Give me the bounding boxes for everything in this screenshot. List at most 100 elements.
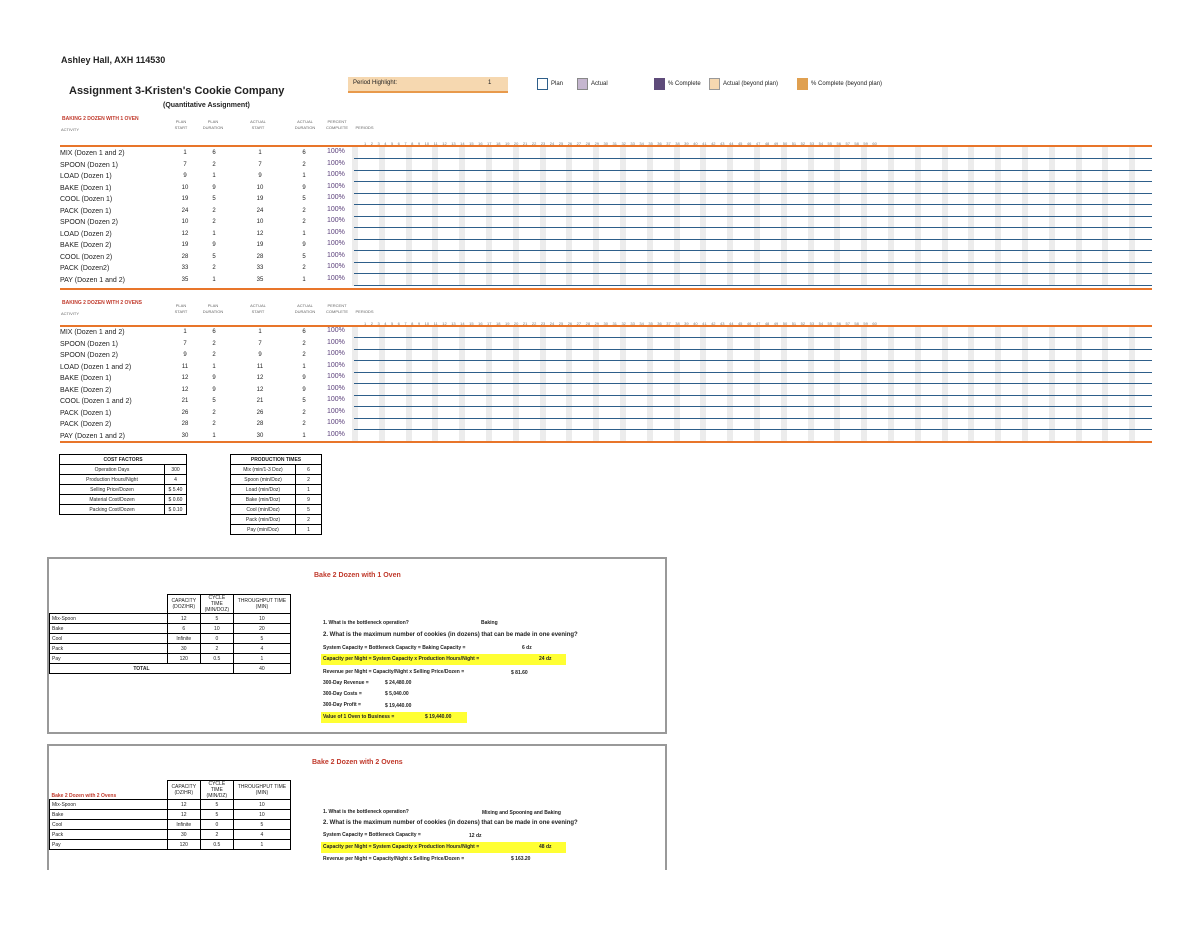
period-column-stripe [700, 327, 707, 442]
task-percent-complete: 100% [327, 407, 345, 415]
panel2-col-cycle: CYCLE TIME (MIN/DZ) [199, 780, 234, 800]
section2-task-row[interactable]: MIX (Dozen 1 and 2) 1 6 1 6 100% [60, 327, 1152, 340]
section1-task-row[interactable]: SPOON (Dozen 1) 7 2 7 2 100% [60, 160, 1152, 173]
operation-name: Pack [49, 829, 168, 840]
period-column-stripe [486, 327, 492, 442]
task-as: 33 [256, 265, 264, 271]
section2-task-row[interactable]: SPOON (Dozen 2) 9 2 9 2 100% [60, 350, 1152, 363]
section2-task-row[interactable]: PACK (Dozen 1) 26 2 26 2 100% [60, 407, 1152, 421]
period-column-stripe [995, 327, 1002, 442]
task-as: 10 [256, 219, 264, 225]
task-ad: 1 [302, 173, 306, 179]
panel1-capacity-row: Mix-Spoon 12 5 10 [49, 613, 292, 624]
section2-task-row[interactable]: LOAD (Dozen 1 and 2) 11 1 11 1 100% [60, 361, 1152, 375]
legend-plan-swatch [537, 78, 548, 90]
period-column-stripe [780, 147, 787, 286]
section1-task-row[interactable]: BAKE (Dozen 1) 10 9 10 9 100% [60, 183, 1152, 196]
task-name: SPOON (Dozen 1) [60, 340, 118, 348]
section1-task-row[interactable]: MIX (Dozen 1 and 2) 1 6 1 6 100% [60, 148, 1152, 161]
section2-task-row[interactable]: SPOON (Dozen 1) 7 2 7 2 100% [60, 339, 1152, 352]
task-as: 11 [256, 363, 264, 370]
task-as: 30 [256, 432, 264, 439]
task-percent-complete: 100% [327, 171, 345, 178]
section1-task-row[interactable]: PAY (Dozen 1 and 2) 35 1 35 1 100% [60, 275, 1152, 288]
panel1-capacity-row: Pay 120 0.5 1 [49, 653, 292, 664]
task-pd: 1 [212, 276, 216, 283]
section1-task-row[interactable]: SPOON (Dozen 2) 10 2 10 2 100% [60, 217, 1152, 230]
operation-cap: 30 [166, 643, 201, 654]
section1-task-row[interactable]: COOL (Dozen 2) 28 5 28 5 100% [60, 252, 1152, 265]
panel1-rev-300-value: $ 24,480.00 [385, 680, 412, 686]
section1-header-rule [60, 145, 1152, 147]
task-percent-complete: 100% [327, 217, 345, 224]
task-as: 26 [256, 409, 264, 416]
period-column-stripe [539, 147, 546, 286]
operation-name: Bake [49, 809, 168, 820]
section2-task-row[interactable]: PACK (Dozen 2) 28 2 28 2 100% [60, 419, 1152, 432]
task-pd: 1 [212, 230, 216, 237]
section2-task-row[interactable]: BAKE (Dozen 1) 12 9 12 9 100% [60, 373, 1152, 386]
production_times-label: Pay (min/Doz) [230, 524, 296, 535]
section1-task-row[interactable]: COOL (Dozen 1) 19 5 19 5 100% [60, 194, 1152, 207]
task-name: SPOON (Dozen 2) [60, 219, 118, 226]
production_times-value: 9 [295, 494, 322, 505]
period-highlight-label: Period Highlight: [353, 80, 398, 86]
period-column-stripe [941, 147, 948, 286]
task-name: MIX (Dozen 1 and 2) [60, 150, 125, 157]
section1-task-row[interactable]: BAKE (Dozen 2) 19 9 19 9 100% [60, 240, 1152, 253]
legend-plan: Plan [537, 77, 563, 91]
task-ps: 12 [181, 386, 189, 393]
task-ps: 21 [181, 398, 189, 404]
task-percent-complete: 100% [327, 396, 345, 403]
operation-cyc: 10 [199, 623, 234, 634]
period-column-stripe [914, 147, 921, 286]
task-pd: 2 [212, 421, 216, 427]
section1-task-row[interactable]: LOAD (Dozen 1) 9 1 9 1 100% [60, 171, 1152, 184]
period-column-stripe [432, 147, 439, 286]
operation-thr: 20 [232, 623, 292, 634]
period-column-stripe [459, 147, 466, 286]
production_times-label: Spoon (min/Doz) [230, 474, 296, 485]
period-column-stripe [566, 327, 573, 442]
panel2-a1: Mixing and Spooning and Baking [482, 810, 561, 816]
section2-task-row[interactable]: BAKE (Dozen 2) 12 9 12 9 100% [60, 385, 1152, 398]
panel1-value: Value of 1 Oven to Business = [323, 714, 395, 720]
period-column-stripe [968, 147, 975, 286]
panel1-cost-300-value: $ 5,040.00 [385, 691, 409, 697]
section1-activity-header: ACTIVITY [61, 127, 80, 132]
period-column-stripe [727, 327, 734, 442]
panel1-value-highlight: Value of 1 Oven to Business = $ 19,440.0… [321, 712, 467, 723]
operation-cap: 12 [166, 809, 201, 820]
operation-cap: 120 [166, 653, 201, 664]
operation-name: Mix-Spoon [49, 799, 168, 810]
operation-thr: 4 [232, 643, 292, 654]
task-percent-complete: 100% [327, 361, 345, 369]
task-timeline-line [354, 383, 1152, 384]
panel1-sys-cap: System Capacity = Bottleneck Capacity = … [323, 645, 466, 651]
cost_factors-label: Packing Cost/Dozen [59, 504, 165, 515]
panel1-cap-night-value: 24 dz [539, 656, 552, 662]
panel-two-ovens: Bake 2 Dozen with 2 Ovens Bake 2 Dozen w… [47, 744, 667, 870]
operation-thr: 5 [232, 633, 292, 644]
task-timeline-line [354, 192, 1152, 194]
legend-pct-swatch [654, 78, 665, 90]
section1-task-row[interactable]: PACK (Dozen 1) 24 2 24 2 100% [60, 206, 1152, 219]
panel2-q1: 1. What is the bottleneck operation? [323, 809, 409, 815]
section1-task-row[interactable]: PACK (Dozen2) 33 2 33 2 100% [60, 263, 1152, 276]
period-column-stripe [888, 327, 894, 442]
task-as: 1 [258, 329, 262, 335]
period-column-stripe [1022, 327, 1028, 442]
task-pd: 1 [212, 173, 216, 179]
panel1-rev-300: 300-Day Revenue = [323, 680, 369, 686]
task-ad: 5 [302, 253, 306, 260]
period-column-stripe [1102, 327, 1109, 442]
task-name: LOAD (Dozen 1 and 2) [60, 363, 132, 371]
section2-task-row[interactable]: COOL (Dozen 1 and 2) 21 5 21 5 100% [60, 396, 1152, 409]
period-highlight[interactable]: Period Highlight: 1 [348, 77, 508, 93]
production_times-row: Pay (min/Doz) 1 [230, 524, 322, 535]
task-ps: 35 [181, 276, 189, 283]
production_times-value: 5 [295, 504, 322, 515]
section1-task-row[interactable]: LOAD (Dozen 2) 12 1 12 1 100% [60, 229, 1152, 242]
period-highlight-value[interactable]: 1 [488, 80, 492, 86]
panel1-title: Bake 2 Dozen with 1 Oven [314, 572, 401, 579]
